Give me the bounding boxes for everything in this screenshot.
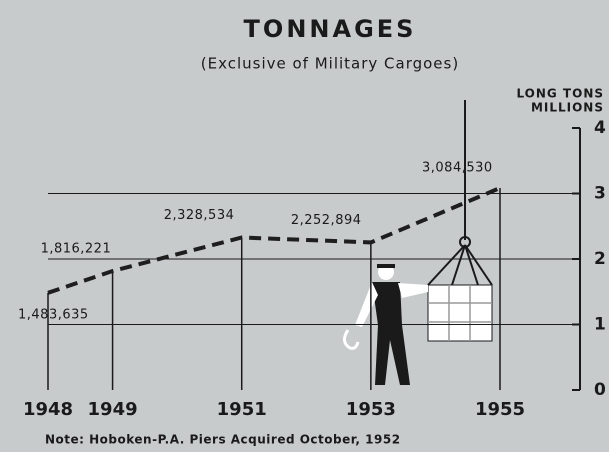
y-tick-label: 2: [594, 249, 606, 269]
value-label: 2,328,534: [164, 208, 235, 223]
y-axis-label: LONG TONS: [516, 87, 604, 101]
y-tick-label: 0: [594, 380, 606, 400]
value-label: 2,252,894: [291, 213, 362, 228]
value-label: 1,483,635: [18, 307, 89, 322]
x-tick-label: 1948: [23, 399, 73, 420]
chart-title: TONNAGES: [244, 15, 417, 43]
x-tick-label: 1953: [346, 399, 396, 420]
x-tick-label: 1949: [88, 399, 138, 420]
y-axis-label: MILLIONS: [531, 101, 604, 115]
chart-subtitle: (Exclusive of Military Cargoes): [201, 55, 459, 73]
chart: TONNAGES (Exclusive of Military Cargoes)…: [0, 0, 609, 452]
x-tick-label: 1955: [475, 399, 525, 420]
y-tick-label: 4: [594, 118, 606, 138]
value-label: 3,084,530: [422, 160, 493, 175]
value-label: 1,816,221: [41, 242, 112, 257]
x-tick-label: 1951: [217, 399, 267, 420]
y-tick-label: 1: [594, 315, 606, 335]
note: Note: Hoboken-P.A. Piers Acquired Octobe…: [45, 433, 401, 447]
y-tick-label: 3: [594, 184, 606, 204]
